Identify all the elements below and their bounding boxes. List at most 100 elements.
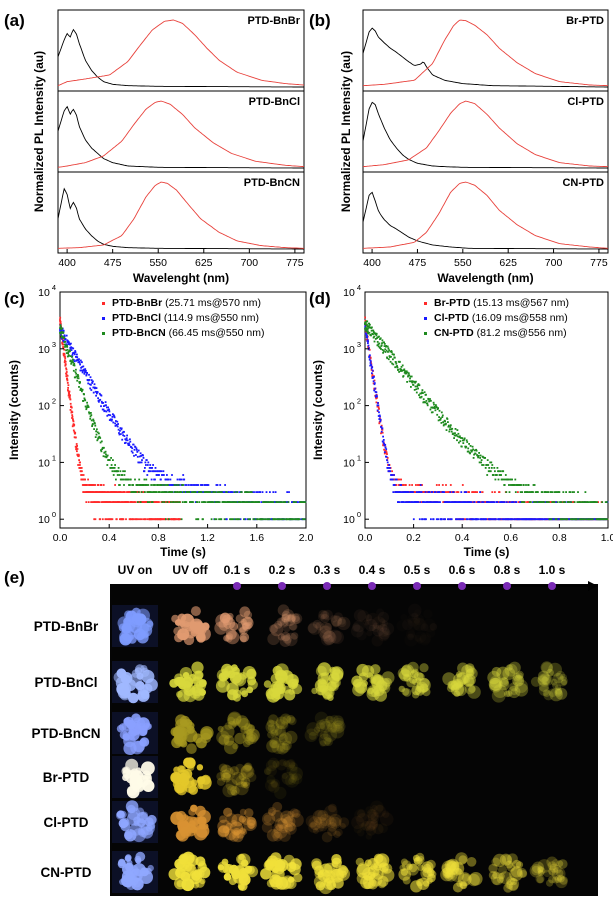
data-point (140, 491, 143, 493)
data-point (90, 383, 92, 386)
data-point (181, 491, 184, 493)
data-point (414, 381, 416, 384)
crystal (271, 738, 278, 745)
crystal (227, 785, 238, 796)
data-point (135, 454, 137, 456)
legend-entry: CN-PTD (81.2 ms@556 nm) (434, 327, 567, 339)
data-point (72, 359, 75, 361)
data-point (479, 491, 481, 493)
data-point (589, 501, 592, 503)
data-point (121, 474, 124, 476)
data-point (424, 401, 426, 404)
crystal (357, 610, 370, 623)
crystal (227, 711, 242, 726)
data-point (144, 461, 147, 464)
data-point (420, 491, 423, 493)
x-tick-label: 0.8 (151, 532, 166, 544)
data-point (78, 454, 80, 457)
crystal (115, 676, 129, 690)
data-point (77, 464, 79, 466)
sample-uv-on (121, 758, 155, 799)
data-point (580, 518, 583, 521)
data-point (138, 455, 141, 458)
y-tick-exponent: 4 (52, 283, 56, 292)
data-point (89, 417, 92, 420)
data-point (219, 491, 222, 493)
crystal (458, 855, 468, 864)
data-point (378, 422, 381, 425)
data-point (134, 478, 136, 481)
data-point (63, 348, 66, 351)
data-point (122, 434, 124, 437)
crystal (371, 624, 380, 633)
data-point (276, 501, 279, 503)
data-point (303, 518, 306, 521)
crystal (554, 688, 563, 697)
data-point (146, 518, 148, 521)
data-point (69, 394, 71, 397)
data-point (532, 491, 534, 493)
crystal (548, 875, 557, 884)
data-point (388, 349, 390, 352)
crystal (314, 869, 324, 879)
data-point (417, 501, 419, 503)
subplot-name: Cl-PTD (567, 96, 604, 108)
crystal (244, 865, 253, 874)
data-point (448, 518, 450, 521)
data-point (173, 501, 175, 503)
data-point (391, 470, 393, 473)
data-point (142, 457, 145, 459)
row-label: Cl-PTD (44, 815, 89, 830)
data-point (131, 501, 133, 503)
crystal (463, 673, 476, 687)
data-point (536, 501, 539, 503)
crystal (280, 631, 291, 642)
data-point (114, 501, 117, 503)
data-point (62, 347, 65, 349)
data-point (513, 484, 516, 486)
data-point (496, 467, 499, 469)
data-point (390, 355, 392, 358)
crystal (487, 670, 501, 685)
crystal (305, 815, 318, 828)
crystal (270, 623, 284, 637)
data-point (193, 484, 196, 486)
crystal (266, 775, 276, 785)
data-point (570, 501, 573, 503)
x-tick-label: 0.6 (503, 532, 518, 544)
data-point (112, 501, 115, 503)
data-point (519, 518, 522, 521)
data-point (92, 484, 95, 486)
data-point (185, 484, 188, 486)
data-point (496, 501, 499, 503)
data-point (83, 369, 85, 371)
subplot-frame (362, 171, 609, 254)
crystal (330, 614, 338, 623)
data-point (430, 501, 433, 503)
data-point (66, 339, 69, 342)
data-point (509, 501, 512, 503)
data-point (113, 467, 116, 469)
data-point (510, 518, 512, 521)
data-point (67, 340, 70, 343)
data-point (366, 336, 369, 339)
crystal (512, 672, 521, 682)
data-point (381, 427, 384, 430)
crystal (248, 734, 256, 742)
data-point (549, 501, 551, 503)
data-point (113, 415, 116, 418)
data-point (527, 484, 530, 486)
crystal (291, 773, 303, 785)
data-point (586, 501, 589, 503)
data-point (488, 467, 491, 469)
data-point (510, 501, 513, 503)
data-point (492, 518, 495, 521)
data-point (249, 518, 251, 521)
data-point (509, 478, 511, 481)
data-point (81, 371, 84, 374)
crystal (172, 726, 185, 739)
crystal (423, 880, 430, 887)
data-point (437, 518, 439, 521)
data-point (174, 518, 177, 521)
crystal (196, 764, 204, 771)
